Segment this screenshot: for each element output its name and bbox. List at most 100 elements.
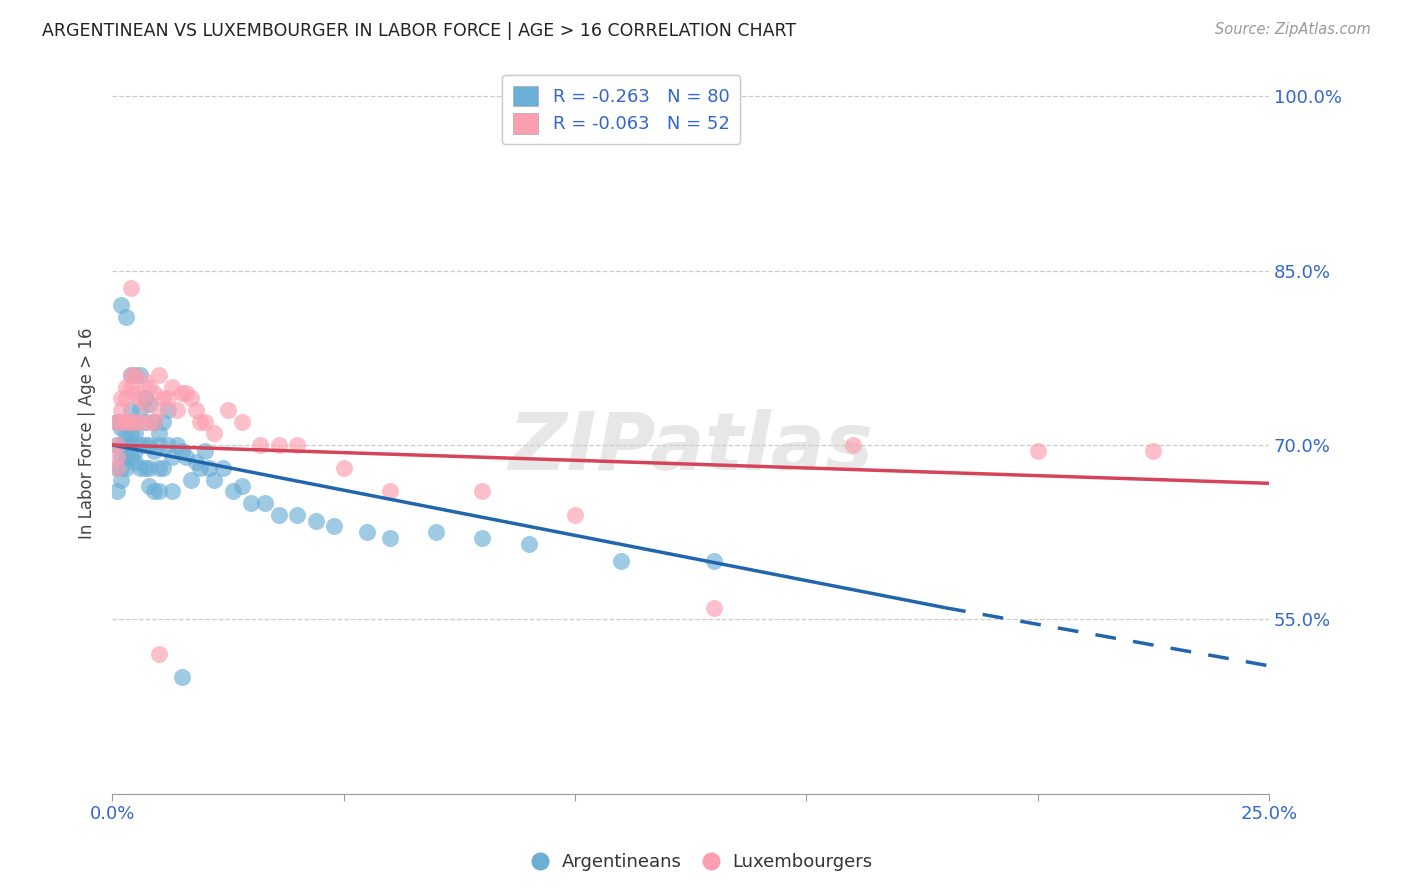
Point bbox=[156, 438, 179, 452]
Point bbox=[105, 461, 128, 475]
Point bbox=[138, 397, 160, 411]
Point bbox=[138, 461, 160, 475]
Point bbox=[156, 403, 179, 417]
Point bbox=[221, 484, 243, 499]
Point bbox=[115, 380, 138, 394]
Point bbox=[703, 600, 725, 615]
Point bbox=[134, 438, 156, 452]
Point bbox=[180, 473, 202, 487]
Point bbox=[105, 438, 128, 452]
Point bbox=[142, 415, 165, 429]
Point bbox=[378, 531, 401, 545]
Point bbox=[115, 392, 138, 406]
Point bbox=[148, 647, 170, 661]
Point bbox=[120, 281, 142, 295]
Point bbox=[174, 450, 197, 464]
Point bbox=[120, 415, 142, 429]
Point bbox=[110, 450, 132, 464]
Point bbox=[110, 403, 132, 417]
Point bbox=[105, 450, 128, 464]
Point bbox=[162, 484, 184, 499]
Point bbox=[148, 403, 170, 417]
Point bbox=[148, 368, 170, 383]
Point bbox=[110, 392, 132, 406]
Legend: Argentineans, Luxembourgers: Argentineans, Luxembourgers bbox=[526, 847, 880, 879]
Point bbox=[129, 403, 152, 417]
Point bbox=[517, 537, 540, 551]
Point bbox=[115, 310, 138, 324]
Point bbox=[110, 298, 132, 312]
Point bbox=[356, 525, 378, 540]
Point bbox=[110, 420, 132, 434]
Point bbox=[170, 443, 193, 458]
Point bbox=[564, 508, 586, 522]
Point bbox=[124, 426, 146, 441]
Point bbox=[115, 450, 138, 464]
Point bbox=[267, 438, 290, 452]
Point bbox=[129, 438, 152, 452]
Y-axis label: In Labor Force | Age > 16: In Labor Force | Age > 16 bbox=[79, 327, 96, 539]
Point bbox=[142, 385, 165, 400]
Point bbox=[120, 415, 142, 429]
Point bbox=[124, 443, 146, 458]
Point bbox=[162, 450, 184, 464]
Point bbox=[425, 525, 447, 540]
Point bbox=[253, 496, 276, 510]
Point bbox=[231, 478, 253, 492]
Point bbox=[110, 415, 132, 429]
Point bbox=[120, 368, 142, 383]
Point bbox=[120, 403, 142, 417]
Point bbox=[105, 415, 128, 429]
Point bbox=[105, 484, 128, 499]
Point bbox=[1142, 443, 1164, 458]
Point bbox=[138, 478, 160, 492]
Point bbox=[170, 670, 193, 684]
Point bbox=[115, 461, 138, 475]
Point bbox=[105, 438, 128, 452]
Point bbox=[129, 461, 152, 475]
Point bbox=[212, 461, 235, 475]
Point bbox=[120, 450, 142, 464]
Point bbox=[240, 496, 263, 510]
Point bbox=[110, 461, 132, 475]
Point bbox=[142, 415, 165, 429]
Point bbox=[174, 385, 197, 400]
Point bbox=[332, 461, 354, 475]
Point bbox=[134, 415, 156, 429]
Point bbox=[152, 392, 174, 406]
Point bbox=[148, 484, 170, 499]
Point bbox=[120, 380, 142, 394]
Point bbox=[124, 455, 146, 469]
Point bbox=[703, 554, 725, 568]
Text: ZIPatlas: ZIPatlas bbox=[508, 409, 873, 487]
Point bbox=[129, 415, 152, 429]
Point bbox=[217, 403, 239, 417]
Point bbox=[110, 415, 132, 429]
Point bbox=[110, 473, 132, 487]
Point bbox=[1026, 443, 1049, 458]
Text: ARGENTINEAN VS LUXEMBOURGER IN LABOR FORCE | AGE > 16 CORRELATION CHART: ARGENTINEAN VS LUXEMBOURGER IN LABOR FOR… bbox=[42, 22, 796, 40]
Point bbox=[110, 438, 132, 452]
Point bbox=[267, 508, 290, 522]
Point bbox=[152, 461, 174, 475]
Point bbox=[162, 380, 184, 394]
Point bbox=[231, 415, 253, 429]
Point bbox=[194, 443, 217, 458]
Point bbox=[156, 392, 179, 406]
Point bbox=[120, 438, 142, 452]
Point bbox=[129, 368, 152, 383]
Point bbox=[124, 368, 146, 383]
Point bbox=[471, 531, 494, 545]
Point bbox=[184, 403, 207, 417]
Point bbox=[152, 415, 174, 429]
Point bbox=[134, 461, 156, 475]
Point bbox=[841, 438, 863, 452]
Point bbox=[188, 461, 211, 475]
Point bbox=[148, 426, 170, 441]
Point bbox=[134, 397, 156, 411]
Point bbox=[105, 415, 128, 429]
Point bbox=[323, 519, 346, 533]
Point bbox=[142, 443, 165, 458]
Point bbox=[166, 438, 188, 452]
Point bbox=[285, 508, 308, 522]
